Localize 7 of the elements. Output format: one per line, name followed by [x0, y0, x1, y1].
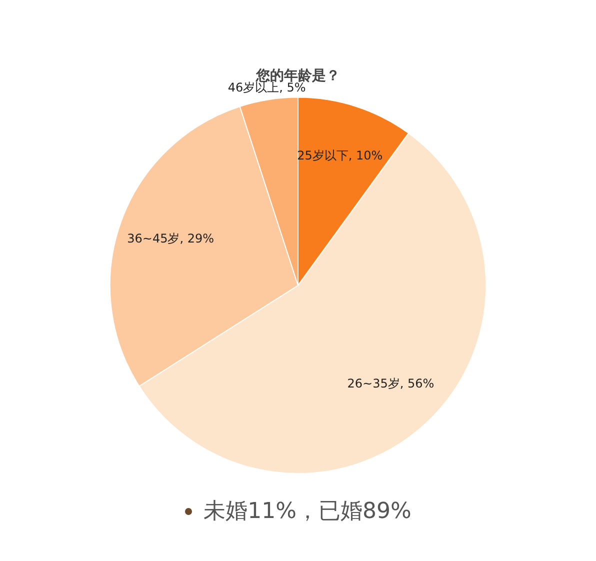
data-label: , 56%	[400, 376, 434, 390]
slice-label: 36~45岁	[127, 232, 180, 246]
slice-label: 46岁以上	[228, 80, 280, 95]
data-label: , 10%	[348, 148, 383, 163]
text: 未婚11%，已婚89%	[204, 498, 412, 526]
slice-label: 26~35岁	[347, 376, 400, 390]
data-label: , 29%	[180, 232, 214, 246]
